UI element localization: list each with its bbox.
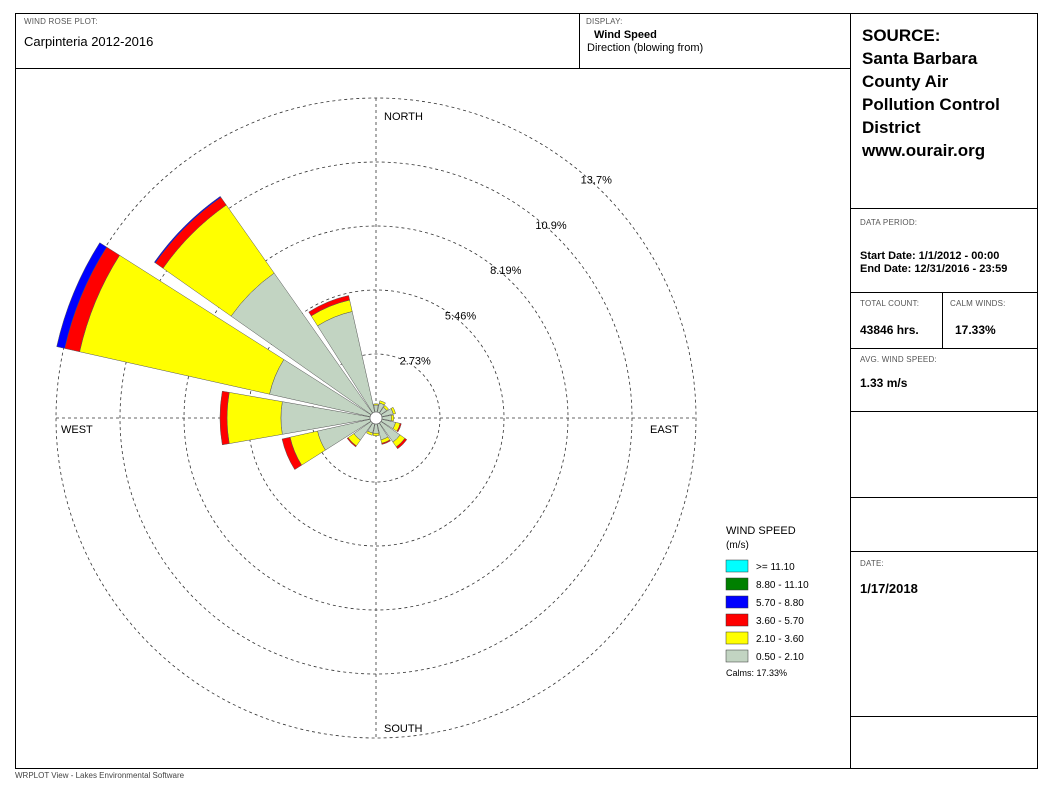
legend-swatch: [725, 613, 749, 627]
legend-swatch: [725, 631, 749, 645]
ring-label: 2.73%: [400, 356, 431, 368]
petal-w-bin2: [219, 390, 230, 446]
ring-label: 8.19%: [490, 265, 521, 277]
date-value: 1/17/2018: [860, 581, 918, 596]
petal-sse-bin2: [381, 439, 391, 445]
label-north: NORTH: [384, 111, 423, 123]
display-line1: Wind Speed: [594, 29, 657, 41]
legend-calms: Calms: 17.33%: [726, 668, 787, 678]
end-date: End Date: 12/31/2016 - 23:59: [860, 263, 1008, 275]
header-split: [579, 13, 580, 68]
sidebar-divider-7: [850, 716, 1038, 717]
legend-entry: 0.50 - 2.10: [756, 652, 804, 663]
petal-e-bin1: [390, 414, 394, 422]
avg-speed-label: AVG. WIND SPEED:: [860, 355, 937, 364]
petal-se-bin2: [395, 437, 408, 450]
petal-ssw-bin1: [366, 430, 373, 436]
sidebar-divider-3: [850, 348, 1038, 349]
calm-circle: [369, 411, 383, 425]
footer-note: WRPLOT View - Lakes Environmental Softwa…: [15, 771, 185, 780]
sidebar-divider: [850, 13, 851, 769]
legend-swatch: [725, 649, 749, 663]
legend-entry: 3.60 - 5.70: [756, 616, 804, 627]
source-block: SOURCE: Santa Barbara County Air Polluti…: [862, 24, 1032, 162]
sidebar-divider-4: [850, 411, 1038, 412]
petal-nnw-bin2: [308, 295, 350, 317]
sidebar-divider-5: [850, 497, 1038, 498]
legend-entry: 8.80 - 11.10: [756, 580, 809, 591]
source-line: Pollution Control: [862, 95, 1000, 114]
avg-speed-value: 1.33 m/s: [860, 376, 908, 390]
sidebar-divider-1: [850, 208, 1038, 209]
legend-entry: >= 11.10: [756, 562, 795, 573]
header-divider: [15, 68, 850, 69]
ring-label: 5.46%: [445, 310, 476, 322]
ring-label: 13.7%: [581, 175, 612, 187]
calm-winds-label: CALM WINDS:: [950, 299, 1006, 308]
legend-swatch: [725, 559, 749, 573]
sidebar-divider-6: [850, 551, 1038, 552]
label-south: SOUTH: [384, 723, 423, 735]
calm-winds-value: 17.33%: [955, 323, 996, 337]
date-label: DATE:: [860, 559, 884, 568]
plot-label: WIND ROSE PLOT:: [24, 17, 98, 26]
source-link: www.ourair.org: [862, 141, 986, 160]
petal-n-bin1: [373, 403, 379, 406]
start-date: Start Date: 1/1/2012 - 00:00: [860, 250, 1000, 262]
petal-ne-bin1: [383, 405, 389, 411]
petal-w-bin1: [226, 392, 283, 444]
sidebar-divider-2: [850, 292, 1038, 293]
legend-entry: 5.70 - 8.80: [756, 598, 804, 609]
petal-ene-bin1: [390, 406, 396, 415]
petal-sw-bin2: [346, 437, 357, 448]
legend-entry: 2.10 - 3.60: [756, 634, 804, 645]
wind-rose-chart: 2.73% 5.46% 8.19% 10.9% 13.7% NORTH SOUTH WEST E…: [55, 97, 809, 739]
legend-unit: (m/s): [726, 540, 749, 551]
petal-nne-bin1: [379, 400, 386, 406]
rose-legend: WIND SPEED (m/s) >= 11.10 8.80 - 11.10 5.70 …: [725, 525, 809, 678]
stats-split: [942, 292, 943, 348]
ring-label: 10.9%: [535, 220, 566, 232]
source-line: County Air: [862, 72, 949, 91]
display-line2: Direction (blowing from): [587, 42, 704, 54]
rose-petals: [56, 196, 408, 470]
petal-nw-bin3: [154, 196, 222, 264]
source-line: District: [862, 118, 921, 137]
total-count-value: 43846 hrs.: [860, 323, 919, 337]
label-west: WEST: [61, 424, 93, 436]
source-line: Santa Barbara: [862, 49, 978, 68]
plot-title: Carpinteria 2012-2016: [24, 34, 154, 49]
total-count-label: TOTAL COUNT:: [860, 299, 920, 308]
source-line: SOURCE:: [862, 26, 941, 45]
rose-labels: 2.73% 5.46% 8.19% 10.9% 13.7% NORTH SOUTH WEST E…: [61, 111, 679, 735]
legend-swatch: [725, 577, 749, 591]
petal-wsw-bin2: [281, 436, 303, 470]
petal-ese-bin2: [396, 423, 402, 433]
legend-title: WIND SPEED: [726, 525, 796, 537]
petal-s-bin1: [372, 432, 380, 436]
legend-swatch: [725, 595, 749, 609]
label-east: EAST: [650, 424, 679, 436]
petal-wnw-bin3: [56, 242, 108, 349]
data-period-label: DATA PERIOD:: [860, 218, 918, 227]
display-label: DISPLAY:: [586, 17, 623, 26]
